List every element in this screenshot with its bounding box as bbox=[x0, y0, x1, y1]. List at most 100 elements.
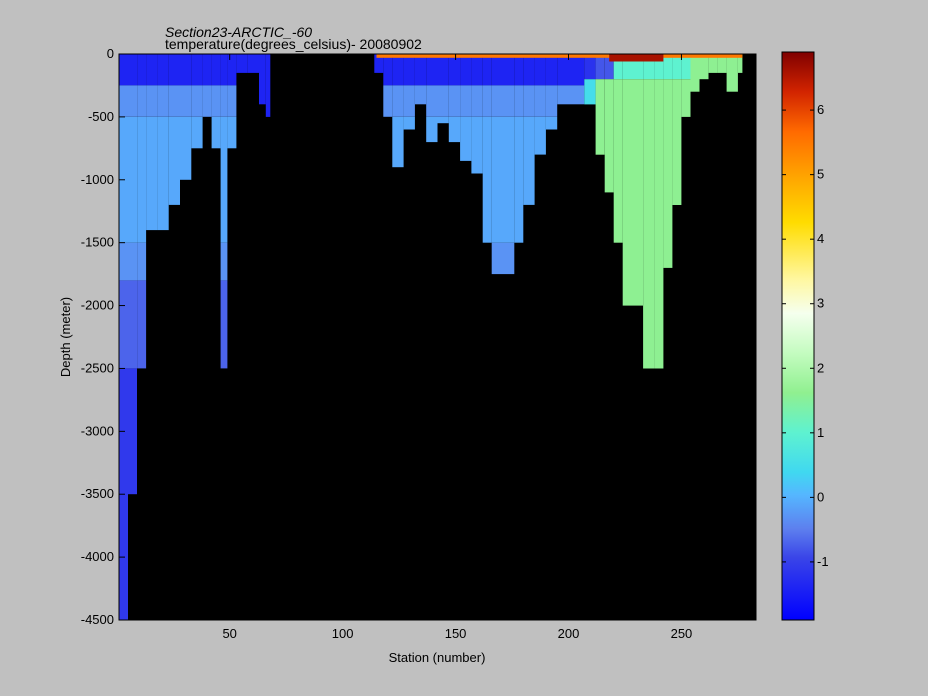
data-cell bbox=[622, 79, 634, 306]
y-tick-label: -4500 bbox=[81, 612, 114, 627]
data-cell bbox=[613, 54, 623, 80]
data-cell bbox=[414, 54, 427, 86]
data-cell bbox=[414, 85, 427, 105]
data-cell bbox=[211, 54, 221, 86]
data-cell bbox=[471, 54, 483, 86]
data-cell bbox=[437, 54, 449, 86]
data-cell bbox=[460, 85, 472, 117]
data-cell bbox=[202, 54, 212, 86]
data-cell bbox=[726, 54, 738, 92]
colorbar-tick-label: 2 bbox=[817, 360, 824, 375]
data-cell bbox=[403, 54, 415, 86]
data-cell bbox=[503, 242, 515, 275]
data-cell bbox=[534, 116, 546, 155]
y-tick-label: 0 bbox=[107, 46, 114, 61]
data-cell bbox=[128, 85, 137, 117]
data-cell bbox=[654, 54, 664, 80]
data-cell bbox=[471, 85, 483, 117]
colorbar-tick-label: 4 bbox=[817, 231, 824, 246]
x-tick-label: 50 bbox=[222, 626, 236, 641]
colorbar-tick-label: 1 bbox=[817, 425, 824, 440]
data-cell bbox=[247, 54, 260, 73]
data-cell bbox=[392, 54, 404, 86]
y-tick-label: -4000 bbox=[81, 549, 114, 564]
colorbar-tick-label: 6 bbox=[817, 102, 824, 117]
data-cell bbox=[460, 116, 472, 161]
data-cell bbox=[119, 54, 128, 86]
data-cell bbox=[220, 54, 228, 86]
data-cell bbox=[568, 54, 585, 86]
data-cell bbox=[202, 85, 212, 117]
x-axis-label: Station (number) bbox=[389, 650, 486, 665]
colorbar bbox=[781, 51, 815, 621]
data-cell bbox=[523, 116, 535, 205]
data-cell bbox=[426, 54, 438, 86]
data-cell bbox=[460, 54, 472, 86]
plot-frame bbox=[118, 53, 757, 621]
data-cell bbox=[128, 54, 137, 86]
data-cell bbox=[595, 54, 605, 80]
data-cell bbox=[128, 280, 137, 369]
data-cell bbox=[374, 54, 384, 73]
data-cell bbox=[643, 79, 655, 369]
data-cell bbox=[376, 54, 743, 58]
data-cell bbox=[220, 116, 228, 243]
y-tick-label: -500 bbox=[88, 109, 114, 124]
x-tick-label: 200 bbox=[558, 626, 580, 641]
y-axis-label: Depth (meter) bbox=[58, 297, 73, 377]
data-cell bbox=[584, 79, 596, 105]
data-cell bbox=[392, 85, 404, 117]
data-cell bbox=[265, 54, 271, 117]
data-cell bbox=[690, 54, 700, 92]
data-cell bbox=[403, 85, 415, 117]
data-cell bbox=[180, 85, 192, 117]
data-cell bbox=[128, 242, 137, 281]
data-cell bbox=[534, 54, 546, 86]
data-cell bbox=[634, 79, 643, 306]
data-cell bbox=[137, 280, 147, 369]
y-tick-label: -3500 bbox=[81, 486, 114, 501]
y-tick-label: -2500 bbox=[81, 360, 114, 375]
chart-subtitle: temperature(degrees_celsius)- 20080902 bbox=[165, 36, 422, 52]
colorbar-tick-label: 3 bbox=[817, 296, 824, 311]
data-cell bbox=[663, 79, 673, 268]
data-cell bbox=[426, 85, 438, 117]
data-cell bbox=[191, 116, 203, 149]
data-cell bbox=[609, 54, 664, 62]
colorbar-tick-label: -1 bbox=[817, 554, 829, 569]
data-cell bbox=[604, 79, 614, 193]
data-cell bbox=[737, 54, 743, 73]
data-cell bbox=[220, 242, 228, 281]
data-cell bbox=[448, 54, 461, 86]
colorbar-tick-label: 0 bbox=[817, 489, 824, 504]
data-cell bbox=[137, 242, 147, 281]
data-cell bbox=[471, 116, 483, 174]
data-cell bbox=[157, 116, 169, 231]
data-cell bbox=[482, 85, 492, 117]
y-tick-label: -3000 bbox=[81, 423, 114, 438]
data-cell bbox=[157, 54, 169, 86]
data-cell bbox=[491, 242, 503, 275]
x-tick-label: 100 bbox=[332, 626, 354, 641]
x-tick-label: 250 bbox=[671, 626, 693, 641]
chart-title: Section23-ARCTIC_-60 bbox=[165, 24, 312, 40]
data-cell bbox=[514, 116, 524, 243]
data-cell bbox=[259, 54, 266, 105]
data-cell bbox=[523, 54, 535, 86]
data-cell bbox=[545, 85, 558, 117]
data-cell bbox=[180, 54, 192, 86]
data-cell bbox=[220, 280, 228, 369]
data-cell bbox=[227, 54, 237, 86]
data-cell bbox=[157, 85, 169, 117]
data-cell bbox=[426, 116, 438, 143]
data-cell bbox=[403, 116, 415, 130]
data-cell bbox=[137, 54, 147, 86]
data-cell bbox=[392, 116, 404, 168]
data-cell bbox=[227, 85, 237, 117]
data-cell bbox=[643, 54, 655, 80]
data-cell bbox=[137, 85, 147, 117]
data-cell bbox=[595, 79, 605, 155]
data-cell bbox=[448, 85, 461, 117]
data-cell bbox=[437, 85, 449, 117]
